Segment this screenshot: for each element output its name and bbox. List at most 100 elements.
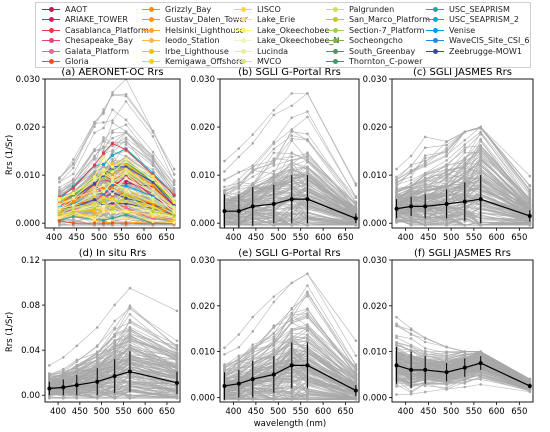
spectrum-point bbox=[463, 143, 467, 146]
legend-item: LISCO bbox=[234, 4, 281, 14]
spectrum-point bbox=[58, 193, 61, 196]
spectrum-point bbox=[111, 108, 114, 112]
site-spectrum-point bbox=[101, 186, 106, 190]
spectrum-point bbox=[528, 174, 532, 178]
spectrum-point bbox=[93, 148, 96, 152]
x-tick-label: 600 bbox=[488, 233, 504, 243]
chart-panel-3: 400 450 500 550 600 6500.0000.0100.0200.030(c… bbox=[363, 67, 534, 243]
legend-item: Gustav_Dalen_Tower bbox=[142, 15, 248, 25]
spectrum-point bbox=[445, 179, 448, 182]
spectrum-point bbox=[463, 148, 467, 152]
spectrum-point bbox=[395, 219, 398, 223]
legend: AAOT ARIAKE_TOWER Casablanca_Platform Chesa… bbox=[35, 2, 531, 68]
spectrum-point bbox=[290, 159, 294, 162]
legend-label: Venise bbox=[449, 25, 476, 35]
spectrum-point bbox=[463, 175, 467, 179]
spectrum-point bbox=[111, 131, 114, 135]
chart-panel-1: 400 450 500 550 600 6500.0000.0100.0200.030(a… bbox=[16, 67, 181, 243]
chart-title: (c) SGLI JASMES Rrs bbox=[413, 67, 512, 78]
spectrum-point bbox=[290, 134, 294, 137]
spectrum-point bbox=[251, 142, 255, 145]
spectrum-point bbox=[290, 152, 294, 155]
site-spectrum-point bbox=[71, 214, 75, 219]
spectrum-point bbox=[58, 188, 61, 192]
x-tick-label: 500 bbox=[270, 233, 286, 243]
legend-item: South_Greenbay bbox=[326, 46, 415, 56]
spectrum-point bbox=[528, 188, 532, 192]
spectrum-point bbox=[423, 182, 427, 186]
site-spectrum-point bbox=[57, 216, 62, 220]
x-tick-label: 400 bbox=[46, 233, 62, 243]
legend-label: WaveCIS_Site_CSI_6 bbox=[449, 36, 530, 45]
site-spectrum-point bbox=[92, 217, 97, 222]
spectrum-point bbox=[272, 140, 276, 144]
legend-swatch-icon bbox=[234, 4, 252, 14]
site-spectrum-point bbox=[92, 163, 97, 167]
chart-title: (b) SGLI G-Portal Rrs bbox=[238, 67, 341, 78]
legend-swatch-icon bbox=[426, 15, 444, 25]
legend-item: San_Marco_Platform bbox=[326, 15, 430, 25]
spectrum-point bbox=[290, 161, 294, 165]
spectrum-point bbox=[479, 137, 482, 141]
site-spectrum-point bbox=[71, 221, 75, 225]
spectrum-point bbox=[409, 175, 413, 179]
x-tick-label: 600 bbox=[315, 233, 331, 243]
spectrum-point bbox=[290, 173, 294, 176]
spectrum-point bbox=[395, 175, 398, 179]
spectrum-point bbox=[445, 146, 448, 150]
site-spectrum-point bbox=[71, 210, 75, 214]
site-spectrum-point bbox=[124, 205, 128, 210]
spectrum-point bbox=[290, 92, 294, 95]
spectrum-point bbox=[272, 173, 276, 176]
y-tick-label: 0.000 bbox=[363, 219, 387, 229]
spectrum-point bbox=[445, 143, 448, 147]
plot-area bbox=[222, 92, 358, 228]
axes-frame bbox=[44, 78, 181, 229]
legend-swatch-icon bbox=[234, 25, 252, 35]
plot-area bbox=[394, 125, 532, 227]
spectrum-point bbox=[463, 161, 467, 165]
axes-frame bbox=[391, 78, 534, 229]
site-spectrum-point bbox=[92, 201, 97, 205]
spectrum-point bbox=[479, 125, 482, 129]
legend-label: Section-7_Platform bbox=[349, 25, 425, 35]
legend-swatch-icon bbox=[42, 15, 60, 25]
site-spectrum-point bbox=[71, 186, 75, 190]
spectrum-point bbox=[237, 180, 241, 184]
spectrum-point bbox=[423, 180, 427, 183]
legend-label: Gustav_Dalen_Tower bbox=[165, 15, 248, 24]
spectrum-point bbox=[172, 183, 176, 186]
spectrum-point bbox=[237, 185, 241, 188]
spectrum-point bbox=[111, 91, 114, 94]
x-tick-label: 600 bbox=[136, 233, 152, 243]
spectrum-point bbox=[409, 168, 413, 172]
site-spectrum-point bbox=[151, 183, 155, 187]
site-spectrum-point bbox=[110, 153, 115, 157]
spectrum-point bbox=[479, 130, 482, 134]
spectrum-point bbox=[354, 196, 358, 200]
site-spectrum-point bbox=[151, 219, 155, 224]
legend-swatch-icon bbox=[142, 15, 160, 25]
site-spectrum-point bbox=[110, 183, 115, 188]
spectrum-line bbox=[59, 109, 175, 183]
legend-item: Irbe_Lighthouse bbox=[142, 46, 229, 56]
site-spectrum-point bbox=[124, 216, 128, 220]
site-spectrum-point bbox=[110, 186, 115, 190]
site-spectrum-line bbox=[59, 148, 175, 200]
spectrum-point bbox=[528, 221, 532, 225]
spectrum-point bbox=[463, 138, 467, 142]
spectrum-point bbox=[151, 154, 155, 158]
legend-item: Lake_Okeechobee_N bbox=[234, 36, 339, 46]
spectrum-point bbox=[423, 157, 427, 160]
spectrum-point bbox=[111, 149, 114, 152]
y-tick-label: 0.020 bbox=[191, 123, 215, 133]
plot-area bbox=[47, 286, 179, 400]
spectrum-point bbox=[445, 140, 448, 143]
legend-item: Lake_Okeechobee bbox=[234, 25, 329, 35]
spectrum-line bbox=[59, 144, 175, 199]
spectrum-point bbox=[479, 159, 482, 162]
spectrum-point bbox=[124, 140, 128, 144]
site-spectrum-point bbox=[172, 205, 176, 209]
spectrum-point bbox=[409, 171, 413, 175]
